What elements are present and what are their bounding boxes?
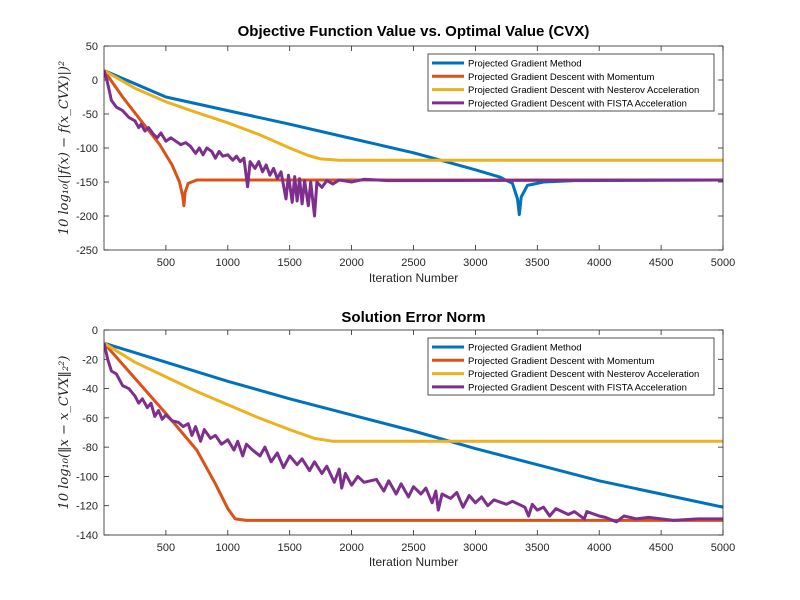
- x-tick-label: 2000: [339, 542, 363, 554]
- legend-label: Projected Gradient Descent with Nesterov…: [468, 85, 699, 96]
- x-tick-label: 4500: [649, 257, 673, 269]
- series-line-3: [104, 341, 723, 443]
- legend-label: Projected Gradient Descent with FISTA Ac…: [468, 98, 687, 109]
- legend-item: Projected Gradient Descent with Momentum: [432, 356, 654, 367]
- y-tick-label: -150: [76, 177, 98, 189]
- x-tick-label: 1500: [277, 257, 301, 269]
- legend-box: [427, 53, 715, 112]
- x-tick-label: 5000: [711, 257, 735, 269]
- legend-item: Projected Gradient Descent with Nesterov…: [432, 85, 699, 96]
- plot-2: 500 1000 1500 2000 2500 3000 3500 4000 4500 5000 0…: [57, 309, 735, 569]
- y-axis-label: 10 log₁₀(‖x − x_CVX‖₂²): [57, 356, 72, 510]
- x-tick-label: 1500: [277, 542, 301, 554]
- x-tick-label: 2500: [401, 257, 425, 269]
- legend-label: Projected Gradient Descent with FISTA Ac…: [468, 382, 687, 393]
- y-tick-label: 50: [86, 41, 98, 53]
- y-tick-label: -250: [76, 245, 98, 257]
- legend-box: [427, 337, 715, 396]
- x-tick-label: 2500: [401, 542, 425, 554]
- x-tick-label: 4500: [649, 542, 673, 554]
- legend: Projected Gradient Method Projected Gradi…: [427, 337, 715, 396]
- x-tick-label: 1000: [216, 542, 240, 554]
- y-tick-label: -200: [76, 211, 98, 223]
- x-tick-label: 2000: [339, 257, 363, 269]
- series-line-1: [104, 69, 723, 217]
- series-line-4: [104, 70, 723, 218]
- y-tick-label: -20: [82, 354, 98, 366]
- x-axis-label: Iteration Number: [369, 555, 458, 569]
- axes-box: [103, 329, 724, 536]
- legend-label: Projected Gradient Descent with Nesterov…: [468, 369, 699, 380]
- legend-item: Projected Gradient Descent with FISTA Ac…: [432, 382, 687, 393]
- legend-item: Projected Gradient Descent with Nesterov…: [432, 369, 699, 380]
- series-line-2: [104, 69, 723, 208]
- legend-label: Projected Gradient Descent with Momentum: [468, 72, 654, 83]
- x-tick-label: 3000: [463, 542, 487, 554]
- x-tick-label: 3500: [525, 257, 549, 269]
- x-tick-label: 4000: [587, 257, 611, 269]
- y-tick-label: -100: [76, 143, 98, 155]
- series-line-3: [104, 69, 723, 162]
- y-tick-label: -80: [82, 442, 98, 454]
- chart-title: Objective Function Value vs. Optimal Val…: [238, 23, 590, 40]
- legend-item: Projected Gradient Descent with Momentum: [432, 72, 654, 83]
- chart-title: Solution Error Norm: [341, 309, 485, 326]
- y-axis-label: 10 log₁₀(|f(x) − f(x_CVX)|)²: [57, 61, 72, 235]
- y-tick-label: -40: [82, 384, 98, 396]
- legend-item: Projected Gradient Method: [432, 59, 582, 70]
- legend: Projected Gradient Method Projected Gradi…: [427, 53, 715, 112]
- series-line-4: [104, 342, 723, 524]
- y-tick-label: 0: [92, 75, 98, 87]
- y-tick-label: 0: [92, 325, 98, 337]
- x-tick-label: 4000: [587, 542, 611, 554]
- legend-item: Projected Gradient Method: [432, 343, 582, 354]
- legend-label: Projected Gradient Method: [468, 343, 582, 354]
- legend-label: Projected Gradient Descent with Momentum: [468, 356, 654, 367]
- series-line-1: [104, 341, 723, 509]
- x-tick-label: 500: [157, 257, 175, 269]
- x-tick-label: 500: [157, 542, 175, 554]
- y-tick-label: -120: [76, 501, 98, 513]
- x-axis-label: Iteration Number: [369, 271, 458, 285]
- y-tick-label: -140: [76, 530, 98, 542]
- axes-box: [103, 45, 724, 251]
- x-tick-label: 3500: [525, 542, 549, 554]
- legend-label: Projected Gradient Method: [468, 59, 582, 70]
- x-tick-label: 1000: [216, 257, 240, 269]
- y-tick-label: -60: [82, 413, 98, 425]
- x-tick-label: 3000: [463, 257, 487, 269]
- y-tick-label: -100: [76, 471, 98, 483]
- x-tick-label: 5000: [711, 542, 735, 554]
- y-tick-label: -50: [82, 109, 98, 121]
- series-line-2: [104, 342, 723, 522]
- plot-1: 500 1000 1500 2000 2500 3000 3500 4000 4500 50005…: [57, 23, 735, 285]
- legend-item: Projected Gradient Descent with FISTA Ac…: [432, 98, 687, 109]
